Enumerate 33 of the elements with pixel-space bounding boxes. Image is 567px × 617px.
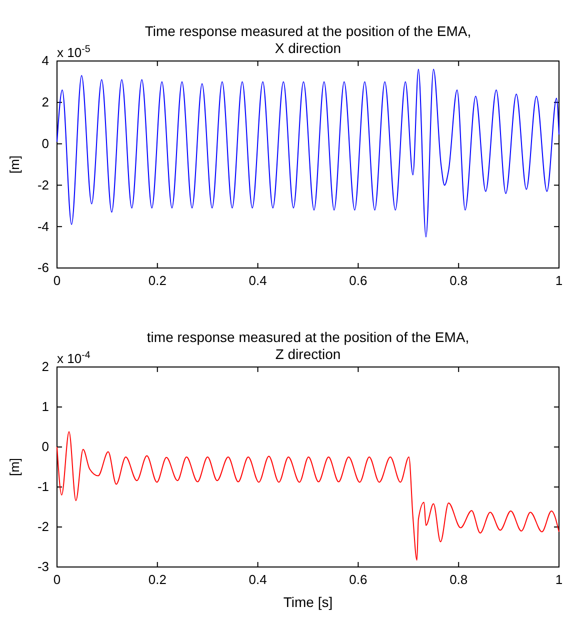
y-tick-label: -6 (37, 260, 49, 276)
chart-title: Time response measured at the position of the EMA, X direction (144, 23, 472, 56)
x-tick-label: 0.6 (349, 273, 368, 288)
y-tick-label: -1 (37, 479, 49, 494)
chart-title: time response measured at the position of the EMA, Z direction (146, 329, 470, 362)
y-tick-label: 2 (42, 359, 49, 374)
line-series (56, 68, 560, 238)
y-axis-title: [m] (7, 458, 22, 476)
y-tick-label: -4 (37, 218, 49, 234)
y-tick-label: 2 (42, 94, 49, 110)
x-tick-label: 0.8 (450, 572, 468, 588)
x-tick-label: 0.6 (349, 572, 368, 588)
text: x 10$^{-4}$ (57, 350, 91, 366)
x-tick-label: 0.4 (248, 572, 267, 588)
text: x 10$^{-5}$ (57, 44, 91, 60)
line-series (56, 431, 560, 561)
y-tick-label: -3 (37, 559, 49, 574)
y-tick-label: 1 (42, 399, 49, 414)
x-tick-label: 0.8 (450, 273, 468, 288)
y-tick-label: 0 (42, 136, 49, 151)
y-tick-label: -2 (37, 177, 49, 192)
y-axis-title: [m] (7, 155, 22, 174)
x-tick-label: 0.2 (148, 273, 166, 288)
y-tick-label: 0 (42, 439, 49, 454)
x-tick-label: 1 (555, 273, 563, 288)
x-tick-label: 0.4 (248, 273, 267, 288)
x-tick-label: 0 (53, 273, 61, 288)
x-tick-label: 1 (555, 572, 563, 588)
y-tick-label: -2 (37, 519, 49, 534)
y-tick-label: 4 (42, 53, 49, 68)
x-axis-title: Time [s] (283, 594, 333, 610)
x-tick-label: 0 (53, 572, 61, 588)
x-tick-label: 0.2 (148, 572, 166, 588)
